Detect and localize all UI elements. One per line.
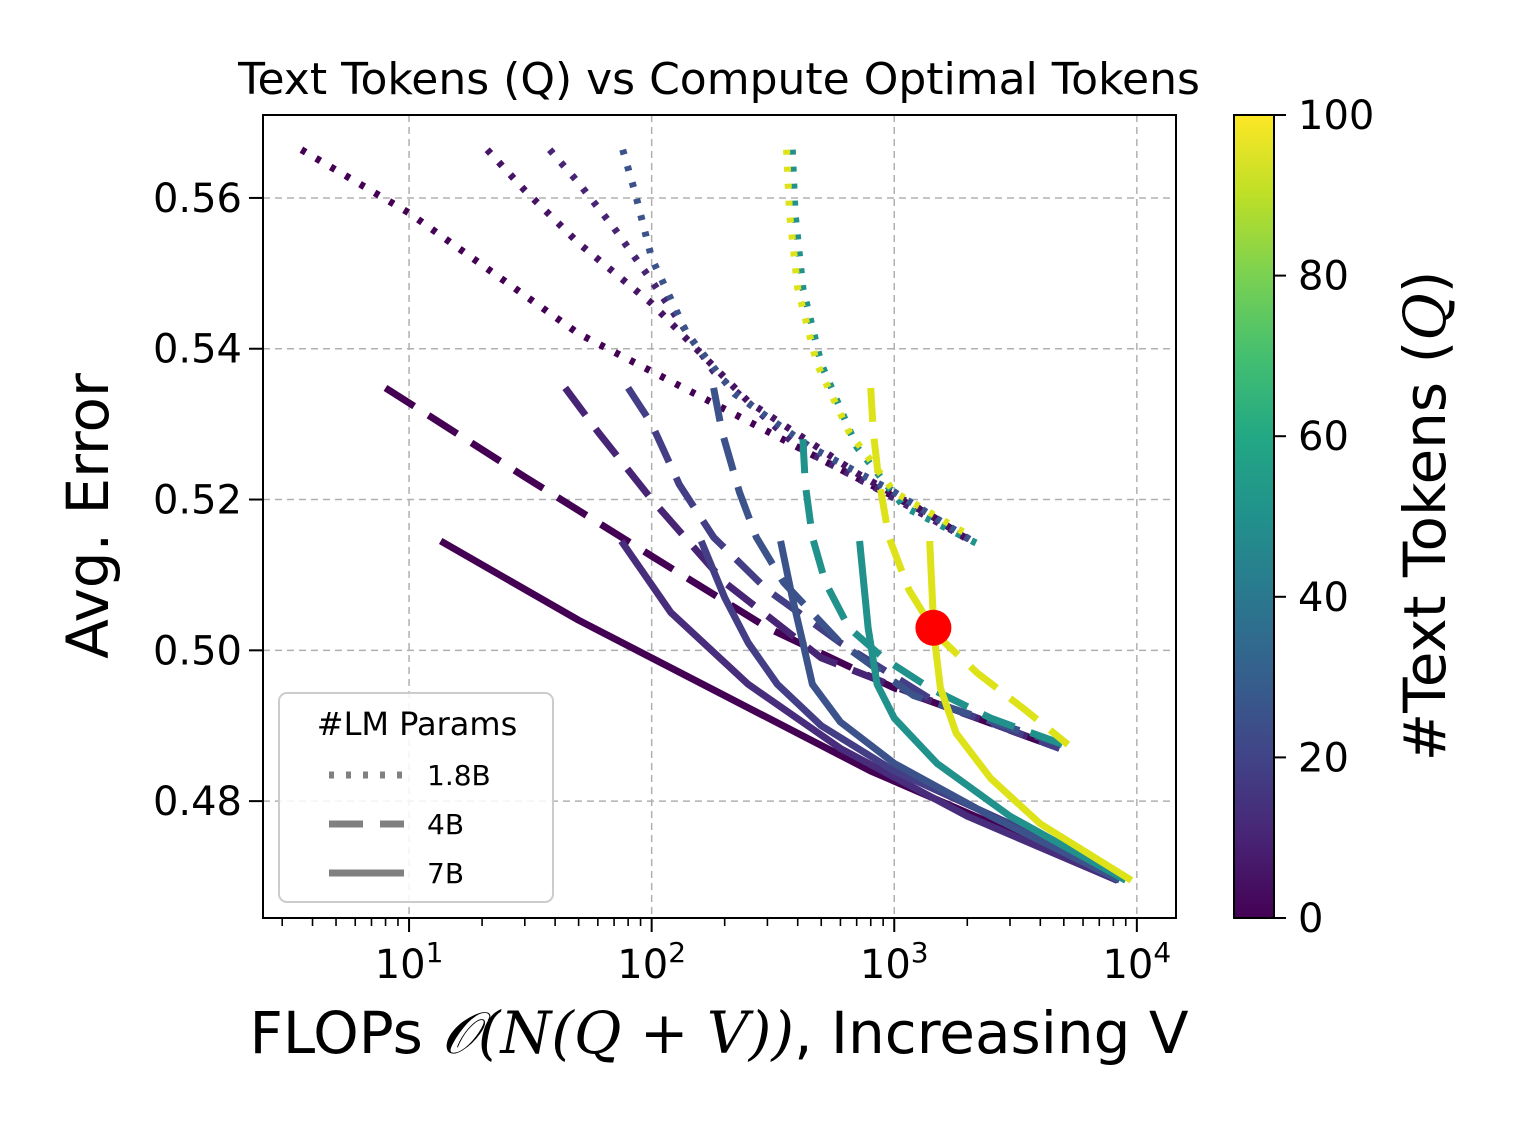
series-line-7B-q10 [618,539,1119,884]
colorbar-gradient [1233,114,1275,919]
colorbar-tick-label: 100 [1298,93,1374,139]
series-layer [299,146,1134,884]
colorbar: 0 20 40 60 80 100 #Text Tokens (Q) [1233,93,1459,942]
chart-title: Text Tokens (Q) vs Compute Optimal Token… [237,54,1200,105]
colorbar-tick-label: 80 [1298,254,1349,300]
series-line-1-8B-q1 [299,146,972,544]
x-tick-label: 104 [1102,936,1171,988]
colorbar-tick-label: 20 [1298,735,1349,781]
legend: #LM Params 1.8B 4B 7B [278,692,554,903]
x-tick-label: 103 [860,936,929,988]
highlight-point [915,609,952,646]
series-line-7B-q50 [856,540,1128,884]
y-axis-ticks: 0.48 0.50 0.52 0.54 0.56 [153,176,263,825]
series-line-4B-q100 [867,387,1071,748]
plot-frame [262,114,1177,919]
y-tick-label: 0.48 [153,779,242,825]
y-tick-label: 0.52 [153,478,242,524]
x-axis-ticks: 101 102 103 104 [281,918,1171,988]
x-tick-label: 101 [375,936,444,988]
legend-title: #LM Params [317,705,518,743]
series-line-1-8B-q10 [547,147,975,545]
series-line-4B-q10 [562,385,1061,752]
y-tick-label: 0.56 [153,176,242,222]
colorbar-label: #Text Tokens (Q) [1391,271,1459,762]
series-line-4B-q15 [625,385,1061,752]
legend-label: 4B [427,808,464,841]
x-axis-label: FLOPs 𝒪(N(Q + V)), Increasing V [249,999,1188,1067]
y-axis-label: Avg. Error [54,373,122,659]
legend-label: 7B [427,857,464,890]
legend-box [278,692,554,903]
colorbar-tick-label: 60 [1298,414,1349,460]
colorbar-tick-label: 40 [1298,575,1349,621]
series-line-1-8B-q100 [783,149,975,541]
colorbar-tick-label: 0 [1298,896,1323,942]
legend-label: 1.8B [427,759,491,792]
series-line-1-8B-q5 [484,147,972,544]
y-tick-label: 0.54 [153,327,242,373]
y-tick-label: 0.50 [153,628,242,674]
series-line-4B-q50 [799,439,1065,748]
series-line-4B-q25 [710,387,1063,748]
x-tick-label: 102 [617,936,686,988]
series-line-7B-q25 [777,540,1122,884]
series-line-1-8B-q20 [619,148,975,544]
